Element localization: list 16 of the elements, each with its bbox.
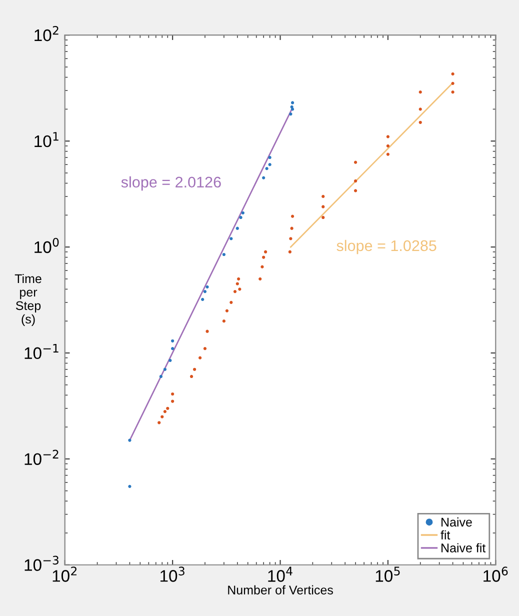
x-axis-title: Number of Vertices [228,585,333,594]
y-tick-label: 10$^{−2}$ [24,450,58,465]
y-tick-label: 10$^{1}$ [34,132,58,148]
annotation: slope = 2.0126 [121,176,221,191]
y-tick-label: 10$^{2}$ [34,26,58,42]
legend-label: Naive [442,517,472,527]
x-tick-label: 10$^{6}$ [484,566,508,582]
y-axis-title: Time per Step (s) [14,274,42,326]
x-tick-label: 10$^{3}$ [160,566,184,582]
y-tick-label: 10$^{−1}$ [24,344,58,360]
x-tick-label: 10$^{4}$ [268,566,292,582]
annotation: slope = 1.0285 [336,240,436,254]
legend-label: fit [440,530,450,540]
legend-label: Naive fit [442,543,486,552]
y-tick-label: 10$^{0}$ [34,238,59,254]
x-tick-label: 10$^{5}$ [376,566,400,582]
